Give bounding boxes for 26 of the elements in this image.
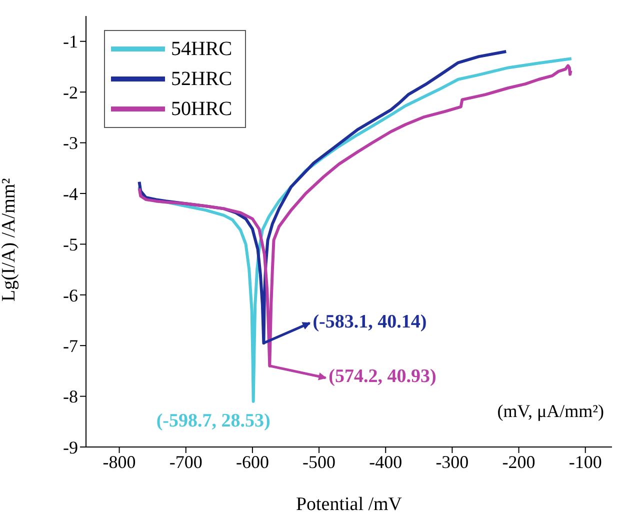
x-axis-title: Potential /mV <box>296 494 402 515</box>
y-tick-label: -6 <box>63 285 78 306</box>
y-axis-title: Lg(I/A) /A/mm² <box>0 178 20 302</box>
annotation: (-583.1, 40.14) <box>312 311 427 332</box>
y-tick-label: -3 <box>63 133 78 154</box>
x-tick-label: -400 <box>369 452 402 472</box>
y-tick-label: -4 <box>63 184 78 204</box>
legend-label: 52HRC <box>171 68 232 90</box>
x-tick-label: -100 <box>568 452 602 472</box>
y-tick-label: -2 <box>63 82 78 102</box>
legend-label: 50HRC <box>171 98 232 120</box>
y-tick-label: -5 <box>63 234 78 255</box>
annotation: (mV, μA/mm²) <box>497 401 604 422</box>
y-tick-label: -7 <box>63 336 78 356</box>
x-tick-label: -500 <box>302 452 336 472</box>
annotation: (574.2, 40.93) <box>328 366 436 388</box>
y-tick-label: -9 <box>63 437 78 458</box>
x-tick-label: -700 <box>169 452 202 472</box>
legend-label: 54HRC <box>171 38 232 60</box>
annotation: (-598.7, 28.53) <box>156 410 270 432</box>
x-tick-label: -600 <box>236 452 269 472</box>
y-tick-label: -8 <box>63 386 78 407</box>
x-tick-label: -300 <box>436 452 469 472</box>
x-tick-label: -200 <box>502 452 536 472</box>
x-tick-label: -800 <box>102 452 136 472</box>
y-tick-label: -1 <box>63 32 78 52</box>
